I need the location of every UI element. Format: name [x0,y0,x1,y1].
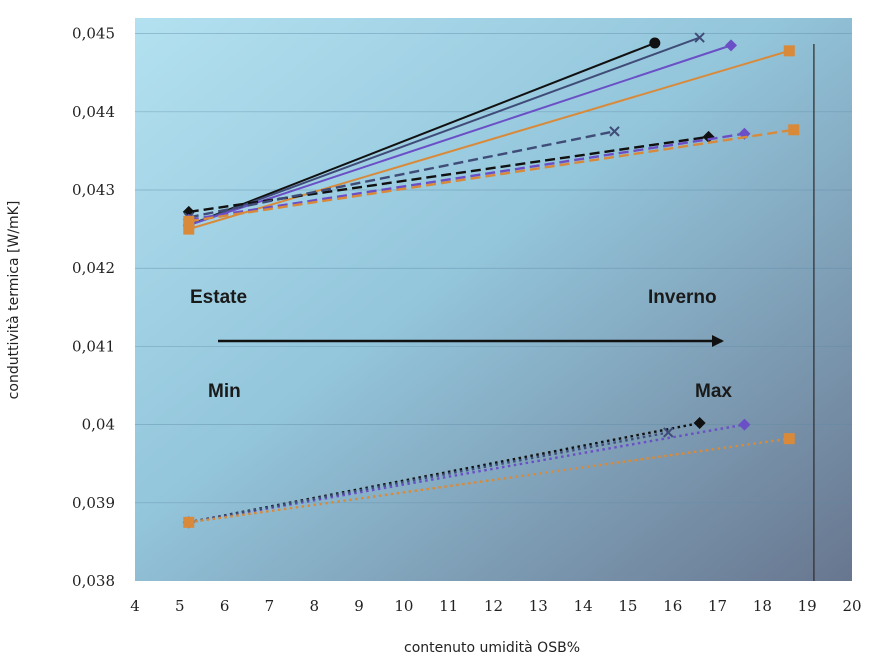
data-point [783,433,795,445]
data-point [783,45,795,57]
y-tick-label: 0,044 [72,103,115,121]
data-point [694,32,705,43]
y-tick-label: 0,042 [72,259,115,277]
y-tick-label: 0,041 [72,337,115,355]
series-solid [183,45,795,235]
x-tick-label: 9 [354,597,364,615]
x-tick-label: 11 [439,597,458,615]
series-dashed [183,124,800,227]
data-point [693,417,706,430]
data-point [663,427,674,438]
series-dotted [183,433,795,528]
x-tick-label: 19 [798,597,817,615]
annotation-max: Max [695,381,732,402]
y-tick-label: 0,045 [72,25,115,43]
x-tick-label: 5 [175,597,185,615]
x-tick-label: 13 [529,597,548,615]
y-tick-label: 0,039 [72,494,115,512]
x-tick-label: 12 [484,597,503,615]
series-line [188,44,732,227]
x-axis-ticks: 4 5 6 7 8 9 10 11 12 13 14 15 16 17 18 19 20 [130,597,861,615]
data-point [738,418,751,431]
series-line [188,135,709,214]
y-tick-label: 0,043 [72,181,115,199]
x-tick-label: 6 [220,597,230,615]
data-point [183,223,195,235]
series-line [188,128,794,223]
x-tick-label: 4 [130,597,140,615]
data-point [183,215,195,227]
x-tick-label: 20 [842,597,861,615]
series-line [188,423,745,524]
data-point [183,516,195,528]
y-tick-label: 0,038 [72,572,115,590]
y-axis-ticks: 0,038 0,039 0,04 0,041 0,042 0,043 0,044 0,045 [72,25,115,590]
x-tick-label: 18 [753,597,772,615]
series-line [188,132,745,221]
x-tick-label: 17 [708,597,727,615]
series-layer [182,32,800,529]
data-point [649,37,661,49]
series-line [188,437,790,524]
x-tick-label: 7 [265,597,275,615]
series-line [188,42,656,227]
annotation-inverno: Inverno [648,287,717,308]
grid [135,33,852,504]
x-tick-label: 16 [663,597,682,615]
x-tick-label: 15 [618,597,637,615]
series-line [188,421,700,524]
series-line [188,36,700,227]
annotation-estate: Estate [190,287,247,308]
data-point [725,39,738,52]
x-tick-label: 10 [394,597,413,615]
annotation-min: Min [208,381,241,402]
data-point [609,126,620,137]
x-tick-label: 14 [574,597,593,615]
y-axis-title: conduttività termica [W/mK] [6,201,22,400]
x-tick-label: 8 [309,597,319,615]
x-axis-title: contenuto umidità OSB% [404,640,580,656]
data-point [788,124,800,136]
y-tick-label: 0,04 [82,416,115,434]
series-line [188,130,615,219]
series-line [188,49,790,231]
